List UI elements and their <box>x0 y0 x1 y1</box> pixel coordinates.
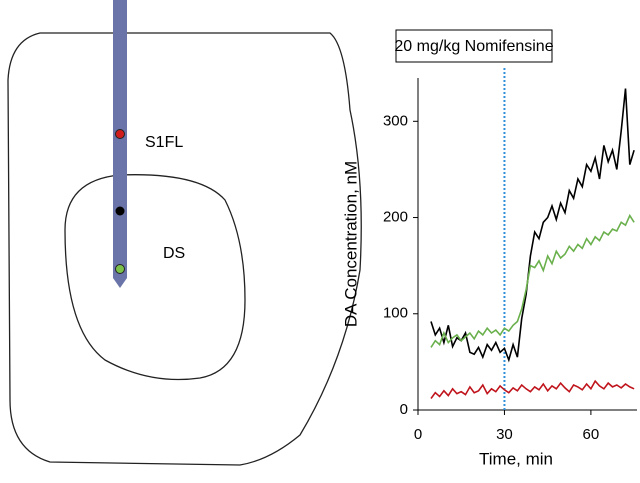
region-label: DS <box>163 245 185 262</box>
site-dot <box>115 206 125 216</box>
site-dot <box>115 129 125 139</box>
y-tick-label: 300 <box>383 112 408 129</box>
y-tick-label: 100 <box>383 305 408 322</box>
region-label: S1FL <box>145 134 183 151</box>
data-line <box>430 213 635 348</box>
x-tick-label: 0 <box>414 426 422 443</box>
chart-title: 20 mg/kg Nomifensine <box>394 38 553 55</box>
title-box <box>395 29 553 63</box>
y-tick-label: 0 <box>400 401 408 418</box>
probe <box>113 0 127 288</box>
data-line <box>430 88 635 363</box>
inner-region <box>64 174 246 381</box>
site-dot <box>115 264 125 274</box>
x-tick-label: 60 <box>583 426 600 443</box>
y-tick-label: 200 <box>383 209 408 226</box>
x-axis-label: Time, min <box>479 449 553 468</box>
y-axis-label: DA Concentration, nM <box>341 161 360 327</box>
outer-region <box>7 32 362 466</box>
data-line <box>430 379 635 399</box>
x-tick-label: 30 <box>496 426 513 443</box>
